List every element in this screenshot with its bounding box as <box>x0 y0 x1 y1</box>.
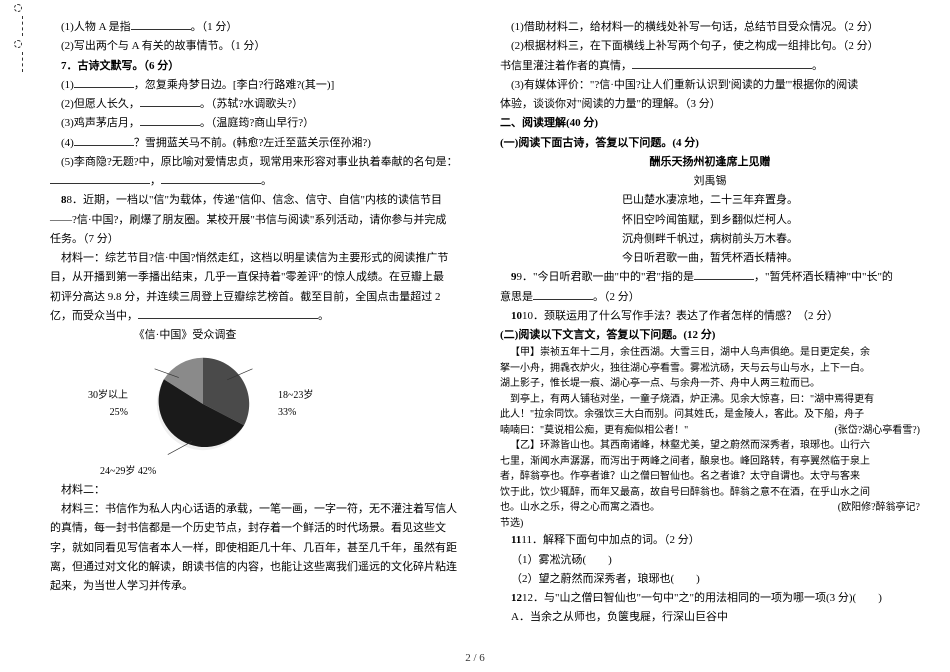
pie-label-30plus: 30岁以上25% <box>80 387 128 422</box>
text: 。 <box>318 310 329 322</box>
text: (1)借助材料二，给材料一的横线处补写一句话，总结节目受众情况。（2 分） <box>500 18 920 37</box>
text: ，忽复乘舟梦日边。[李白?行路难?(其一)] <box>134 79 334 91</box>
text: 。（1 分） <box>191 21 238 33</box>
text: 12．与"山之僧曰智仙也"一句中"之"的用法相同的一项为哪一项(3 分)( ) <box>522 592 882 604</box>
poem-line: 怀旧空吟闻笛赋，到乡翻似烂柯人。 <box>500 211 920 230</box>
section-2a-heading: (一)阅读下面古诗，答复以下问题。(4 分) <box>500 134 920 153</box>
text: 字，就如同看见写信者本人一样，即使相距几十年、几百年，甚至几千年，虽然有距 <box>50 539 470 558</box>
text: (3)有媒体评价："?信·中国?让人们重新认识到'阅读的力量'"根据你的阅读 <box>500 76 920 95</box>
text: (1) <box>61 79 74 91</box>
text: 的真情，每一封书信都是一个历史节点，封存着一个鲜活的时代场景。看见这些文 <box>50 519 470 538</box>
text: (4) <box>61 137 74 149</box>
text: (2)根据材料三，在下面横线上补写两个句子，使之构成一组排比句。（2 分） <box>500 37 920 56</box>
text: (2)写出两个与 A 有关的故事情节。（1 分） <box>50 37 470 56</box>
text: 8．近期，一档以"信"为载体，传递"信仰、信念、信守、自信"内核的读信节目 <box>67 194 442 206</box>
blank <box>138 308 318 319</box>
text: ——?信·中国?，刷爆了朋友圈。某校开展"书信与阅读"系列活动，请你参与并完成 <box>50 211 470 230</box>
blank <box>131 19 191 30</box>
text: 初评分高达 9.8 分，并连续三周登上豆瓣综艺榜首。截至目前，全国点击量超过 2 <box>50 288 470 307</box>
text: 9．"今日听君歌一曲"中的"君"指的是 <box>517 271 694 283</box>
pie-label-24-29: 24~29岁 42% <box>100 463 470 481</box>
text: 材料一：综艺节目?信·中国?悄然走红，这档以明星读信为主要形式的阅读推广节 <box>50 249 470 268</box>
text: 书信里灌注着作者的真情， <box>500 60 632 72</box>
section-2-heading: 二、阅读理解(40 分) <box>500 114 920 133</box>
question-7: 7．古诗文默写。（6 分） <box>50 57 470 76</box>
text: （1）雾凇沆砀( ) <box>500 551 920 570</box>
poem-author: 刘禹锡 <box>500 172 920 191</box>
text: ，"暂凭杯酒长精神"中"长"的 <box>754 271 893 283</box>
pie-chart <box>138 349 268 459</box>
text: 离，但通过对文化的解读，朗读书信的内容，也能让这些离我们遥远的文化碎片粘连 <box>50 558 470 577</box>
pie-title: 《信·中国》受众调查 <box>80 326 290 345</box>
text: A．当余之从师也，负箧曳屣，行深山巨谷中 <box>500 608 920 627</box>
blank <box>161 173 261 184</box>
text: 。（温庭筠?商山早行?） <box>200 117 314 129</box>
blank <box>140 115 200 126</box>
blank <box>74 77 134 88</box>
blank <box>74 135 134 146</box>
text: 10．颈联运用了什么写作手法？表达了作者怎样的情感？（2 分） <box>522 310 838 322</box>
text: (1)人物 A 是指 <box>61 21 131 33</box>
text: (5)李商隐?无题?中，原比喻对爱情忠贞，现常用来形容对事业执着奉献的名句是： <box>50 153 470 172</box>
text: 材料二： <box>50 481 470 500</box>
pie-chart-block: 《信·中国》受众调查 30岁以上25% <box>50 326 470 481</box>
text: 材料三：书信作为私人内心话语的承载，一笔一画，一字一符，无不灌注着写信人 <box>50 500 470 519</box>
text: (3)鸡声茅店月， <box>61 117 140 129</box>
text: 意思是 <box>500 291 533 303</box>
text: 起来，为当世人学习并传承。 <box>50 577 470 596</box>
section-2b-heading: (二)阅读以下文言文，答复以下问题。(12 分) <box>500 326 920 345</box>
text: 。（苏轼?水调歌头?） <box>200 98 303 110</box>
blank <box>694 269 754 280</box>
text: ？雪拥蓝关马不前。(韩愈?左迁至蓝关示侄孙湘?) <box>134 137 371 149</box>
text: 体验，谈谈你对"阅读的力量"的理解。（3 分） <box>500 95 920 114</box>
poem-title: 酬乐天扬州初逢席上见赠 <box>500 153 920 172</box>
page-footer: 2 / 6 <box>0 652 950 664</box>
left-column: (1)人物 A 是指 。（1 分） (2)写出两个与 A 有关的故事情节。（1 分… <box>50 18 470 630</box>
blank <box>533 289 593 300</box>
text: 亿，而受众当中， <box>50 310 138 322</box>
text: 。 <box>812 60 823 72</box>
pie-label-18-23: 18~23岁33% <box>278 387 313 422</box>
blank <box>50 173 150 184</box>
text: 目，从开播到第一季播出结束，几乎一直保持着"零差评"的惊人成绩。在豆瓣上最 <box>50 268 470 287</box>
text: 。（2 分） <box>593 291 640 303</box>
poem-line: 巴山楚水凄凉地，二十三年弃置身。 <box>500 191 920 210</box>
right-column: (1)借助材料二，给材料一的横线处补写一句话，总结节目受众情况。（2 分） (2… <box>500 18 920 630</box>
passage-jia: 【甲】崇祯五年十二月，余住西湖。大雪三日，湖中人鸟声俱绝。是日更定矣，余 拏一小… <box>500 345 920 531</box>
binding-marks <box>8 0 28 80</box>
text: 。 <box>261 175 272 187</box>
text: （2）望之蔚然而深秀者，琅琊也( ) <box>500 570 920 589</box>
page-content: (1)人物 A 是指 。（1 分） (2)写出两个与 A 有关的故事情节。（1 分… <box>0 0 950 640</box>
poem-line: 沉舟侧畔千帆过，病树前头万木春。 <box>500 230 920 249</box>
text: (2)但愿人长久， <box>61 98 140 110</box>
blank <box>632 58 812 69</box>
poem-line: 今日听君歌一曲，暂凭杯酒长精神。 <box>500 249 920 268</box>
text: 11．解释下面句中加点的词。（2 分） <box>521 534 699 546</box>
text: 任务。（7 分） <box>50 230 470 249</box>
blank <box>140 96 200 107</box>
text: ， <box>150 175 161 187</box>
